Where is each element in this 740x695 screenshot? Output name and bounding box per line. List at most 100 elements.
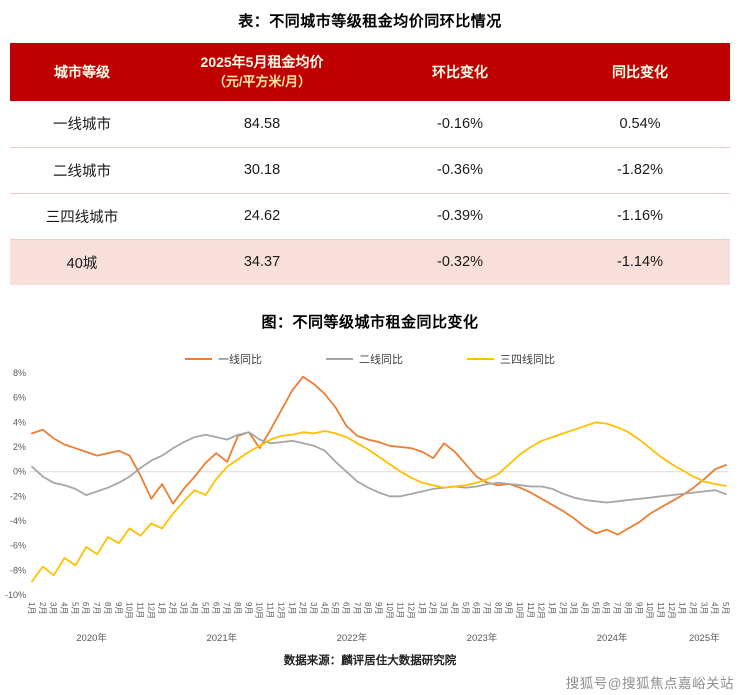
- x-axis-label: 10月: [125, 602, 134, 619]
- y-axis-label: 8%: [13, 368, 26, 378]
- table-body: 一线城市 84.58 -0.16% 0.54% 二线城市 30.18 -0.36% -1.82…: [10, 101, 730, 285]
- x-axis-label: 4月: [190, 602, 199, 614]
- y-axis-label: -4%: [10, 516, 26, 526]
- x-axis-label: 8月: [363, 602, 372, 614]
- series-line-二线同比: [31, 431, 727, 504]
- x-axis-label: 11月: [526, 602, 535, 618]
- cell-mom: -0.39%: [437, 208, 483, 224]
- x-axis-label: 2月: [38, 602, 47, 614]
- header-city-tier: 城市等级: [10, 43, 154, 101]
- x-axis-label: 10月: [515, 602, 524, 619]
- table-title: 表：不同城市等级租金均价同环比情况: [238, 13, 502, 30]
- x-axis-label: 4月: [60, 602, 69, 614]
- legend-item: 三四线同比: [467, 351, 555, 367]
- year-label: 2021年: [206, 632, 237, 644]
- x-axis-label: 12月: [146, 602, 155, 619]
- cell-mom: -0.32%: [437, 254, 483, 271]
- cell-mom: -0.16%: [437, 115, 483, 132]
- legend-swatch-icon: [185, 357, 212, 361]
- cell-yoy: -1.16%: [617, 208, 663, 224]
- x-axis-label: 1月: [548, 602, 557, 614]
- x-axis-label: 8月: [103, 602, 112, 614]
- cell-price: 84.58: [243, 115, 281, 132]
- y-axis-label: -6%: [10, 541, 26, 551]
- x-axis-label: 3月: [699, 602, 708, 614]
- x-axis-label: 10月: [645, 602, 654, 619]
- year-label: 2024年: [597, 632, 628, 644]
- x-axis-label: 8月: [493, 602, 502, 614]
- cell-mom: -0.36%: [437, 162, 483, 178]
- x-axis-label: 8月: [233, 602, 242, 614]
- header-avg-price: 2025年5月租金均价 （元/平方米/月）: [154, 43, 370, 101]
- header-row: 城市等级 2025年5月租金均价 （元/平方米/月） 环比变化 同比变化: [10, 43, 730, 101]
- legend-item: 一线同比: [185, 351, 262, 367]
- cell-yoy: -1.82%: [617, 162, 663, 178]
- rent-table: 城市等级 2025年5月租金均价 （元/平方米/月） 环比变化 同比变化 一线城…: [10, 43, 730, 285]
- x-axis-label: 1月: [678, 602, 687, 614]
- header-yoy-change: 同比变化: [550, 43, 730, 101]
- x-axis-label: 2月: [558, 602, 567, 614]
- x-axis-label: 7月: [92, 602, 101, 614]
- x-axis-label: 6月: [472, 602, 481, 614]
- x-axis-label: 9月: [504, 602, 513, 614]
- y-axis-label: -8%: [10, 565, 26, 575]
- x-axis-label: 7月: [222, 602, 231, 614]
- chart-area: 8% 6% 4% 2% 0% -2% -4% -6% -8% -10% 1月 2月 3月 4月 5月 6月 7月…: [0, 368, 740, 646]
- year-label: 2023年: [467, 632, 498, 644]
- watermark: 搜狐号@搜狐焦点嘉峪关站: [565, 676, 734, 691]
- x-axis-label: 7月: [613, 602, 622, 614]
- table-header: 城市等级 2025年5月租金均价 （元/平方米/月） 环比变化 同比变化: [10, 43, 730, 101]
- cell-tier: 二线城市: [53, 163, 111, 180]
- header-mom-change: 环比变化: [370, 43, 550, 101]
- x-axis-label: 10月: [255, 602, 264, 619]
- x-axis-label: 1月: [417, 602, 426, 614]
- x-axis-label: 5月: [201, 602, 210, 614]
- series-line-一线同比: [31, 375, 727, 536]
- x-axis-label: 5月: [591, 602, 600, 614]
- series-line-三四线同比: [31, 421, 727, 583]
- x-axis-label: 11月: [135, 602, 144, 618]
- cell-yoy: 0.54%: [619, 115, 661, 132]
- year-label: 2020年: [76, 632, 107, 644]
- y-axis-label: -10%: [5, 590, 26, 600]
- table-row: 一线城市 84.58 -0.16% 0.54%: [10, 101, 730, 147]
- legend-label: 三四线同比: [500, 354, 555, 366]
- x-axis-label: 3月: [179, 602, 188, 614]
- x-axis-label: 9月: [114, 602, 123, 614]
- y-axis-label: 4%: [13, 417, 26, 427]
- table-row: 三四线城市 24.62 -0.39% -1.16%: [10, 193, 730, 239]
- table-row: 二线城市 30.18 -0.36% -1.82%: [10, 147, 730, 193]
- x-axis-label: 6月: [602, 602, 611, 614]
- x-axis-label: 4月: [580, 602, 589, 614]
- x-axis-label: 11月: [266, 602, 275, 618]
- x-axis-label: 12月: [407, 602, 416, 619]
- x-axis-label: 8月: [623, 602, 632, 614]
- x-axis-label: 5月: [331, 602, 340, 614]
- x-axis-label: 4月: [710, 602, 719, 614]
- y-axis-label: -2%: [10, 491, 26, 501]
- legend-swatch-icon: [326, 357, 353, 361]
- cell-price: 30.18: [243, 162, 281, 178]
- x-axis-label: 3月: [569, 602, 578, 614]
- x-axis-label: 5月: [721, 602, 730, 614]
- cell-tier: 一线城市: [53, 117, 111, 134]
- x-axis-label: 2月: [428, 602, 437, 614]
- x-axis-label: 7月: [482, 602, 491, 614]
- legend-label: 二线同比: [359, 354, 403, 366]
- x-axis-label: 10月: [385, 602, 394, 619]
- chart-legend: 一线同比 二线同比 三四线同比: [0, 352, 740, 366]
- x-axis-label: 3月: [439, 602, 448, 614]
- x-axis-label: 9月: [634, 602, 643, 614]
- cell-tier: 三四线城市: [45, 209, 119, 226]
- legend-swatch-icon: [467, 357, 494, 361]
- x-axis-label: 4月: [320, 602, 329, 614]
- header-price-unit: （元/平方米/月）: [212, 73, 312, 89]
- x-axis-label: 11月: [656, 602, 665, 618]
- y-axis-label: 6%: [13, 393, 26, 403]
- x-axis-label: 11月: [396, 602, 405, 618]
- cell-tier: 40城: [66, 255, 98, 272]
- cell-price: 24.62: [243, 208, 281, 224]
- year-label: 2025年: [689, 632, 720, 644]
- legend-label: 一线同比: [218, 354, 262, 366]
